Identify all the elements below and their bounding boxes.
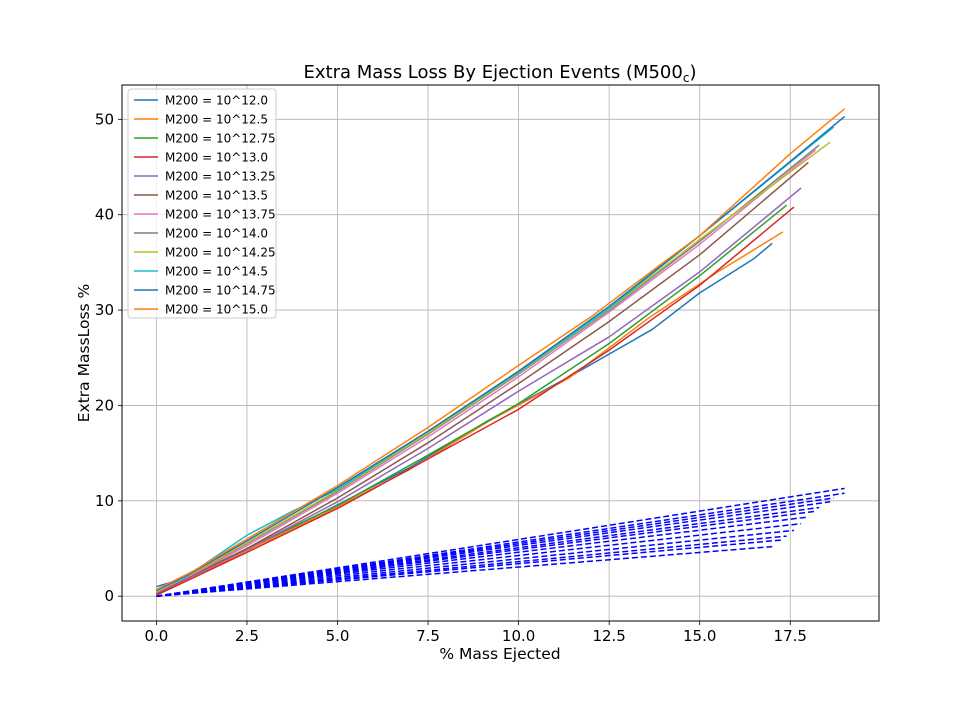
x-tick-label: 5.0 bbox=[326, 627, 350, 645]
legend-label: M200 = 10^13.75 bbox=[165, 208, 276, 222]
x-axis-label: % Mass Ejected bbox=[439, 645, 560, 663]
legend-label: M200 = 10^13.25 bbox=[165, 170, 276, 184]
x-tick-label: 2.5 bbox=[235, 627, 259, 645]
legend-label: M200 = 10^12.75 bbox=[165, 132, 276, 146]
plot-frame bbox=[121, 84, 880, 622]
x-tick-label: 7.5 bbox=[416, 627, 440, 645]
dashed-series-line bbox=[156, 492, 845, 597]
dashed-series-line bbox=[156, 497, 834, 597]
series-line-5 bbox=[156, 161, 809, 594]
y-tick-label: 0 bbox=[104, 587, 114, 605]
legend-label: M200 = 10^15.0 bbox=[165, 303, 268, 317]
y-tick-label: 10 bbox=[95, 492, 114, 510]
y-tick-label: 20 bbox=[95, 396, 114, 414]
y-axis-label: Extra MassLoss % bbox=[75, 284, 93, 423]
y-tick-label: 30 bbox=[95, 301, 114, 319]
dashed-series-line bbox=[156, 522, 802, 597]
series-line-1 bbox=[156, 231, 784, 595]
legend-label: M200 = 10^14.25 bbox=[165, 246, 276, 260]
series-line-8 bbox=[156, 141, 831, 593]
x-tick-label: 10.0 bbox=[502, 627, 535, 645]
y-ticks: 0 10 20 30 40 50 bbox=[95, 110, 122, 605]
x-ticks: 0.0 2.5 5.0 7.5 10.0 12.5 15.0 17.5 bbox=[144, 621, 807, 645]
series-line-4 bbox=[156, 187, 802, 594]
series-line-11 bbox=[156, 108, 846, 591]
series-line-3 bbox=[156, 206, 795, 596]
y-tick-label: 40 bbox=[95, 206, 114, 224]
x-tick-label: 12.5 bbox=[592, 627, 625, 645]
dashed-series-line bbox=[156, 529, 794, 597]
dashed-series-line bbox=[156, 516, 809, 597]
x-tick-label: 17.5 bbox=[774, 627, 807, 645]
series-lines bbox=[156, 108, 846, 596]
x-tick-label: 15.0 bbox=[683, 627, 716, 645]
legend-label: M200 = 10^12.5 bbox=[165, 113, 268, 127]
dashed-lines bbox=[156, 487, 845, 597]
legend-label: M200 = 10^13.0 bbox=[165, 151, 268, 165]
grid bbox=[122, 85, 879, 621]
legend-label: M200 = 10^12.0 bbox=[165, 94, 268, 108]
dashed-series-line bbox=[156, 545, 773, 597]
legend-items: M200 = 10^12.0 M200 = 10^12.5 M200 = 10^12… bbox=[134, 94, 276, 317]
legend-label: M200 = 10^14.75 bbox=[165, 284, 276, 298]
legend: M200 = 10^12.0 M200 = 10^12.5 M200 = 10^12… bbox=[127, 88, 277, 319]
legend-label: M200 = 10^14.0 bbox=[165, 227, 268, 241]
y-tick-label: 50 bbox=[95, 110, 114, 128]
dashed-series-line bbox=[156, 487, 845, 597]
series-line-10 bbox=[156, 115, 846, 592]
legend-label: M200 = 10^13.5 bbox=[165, 189, 268, 203]
chart-title: Extra Mass Loss By Ejection Events (M500… bbox=[304, 62, 697, 85]
x-tick-label: 0.0 bbox=[144, 627, 168, 645]
legend-box bbox=[127, 88, 277, 319]
dashed-series-line bbox=[156, 535, 787, 597]
legend-label: M200 = 10^14.5 bbox=[165, 265, 268, 279]
series-line-6 bbox=[156, 149, 817, 594]
